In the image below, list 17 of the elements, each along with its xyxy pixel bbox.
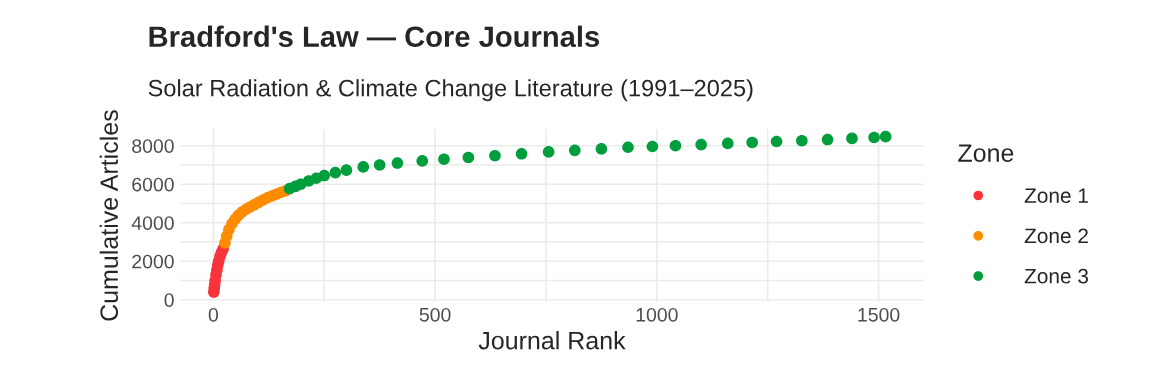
legend-label: Zone 1 (1024, 188, 1088, 204)
y-axis-title: Cumulative Articles (99, 110, 119, 321)
chart-title: Bradford's Law — Core Journals (149, 25, 599, 48)
x-tick-label: 1500 (858, 307, 900, 322)
y-tick-label: 2000 (132, 254, 174, 269)
y-tick-label: 6000 (132, 177, 174, 192)
y-tick-label: 8000 (132, 139, 174, 153)
x-tick-label: 1000 (636, 307, 678, 322)
x-axis-title: Journal Rank (478, 331, 626, 350)
legend-label: Zone 2 (1024, 228, 1088, 244)
y-tick-label: 4000 (131, 216, 174, 230)
legend-label: Zone 3 (1024, 268, 1089, 284)
legend-title: Zone (958, 144, 1014, 162)
x-tick-label: 0 (208, 307, 219, 322)
y-tick-label: 0 (164, 293, 174, 307)
chart-subtitle: Solar Radiation & Climate Change Literature (1991–2025) (148, 79, 753, 102)
x-tick-label: 500 (419, 307, 451, 322)
